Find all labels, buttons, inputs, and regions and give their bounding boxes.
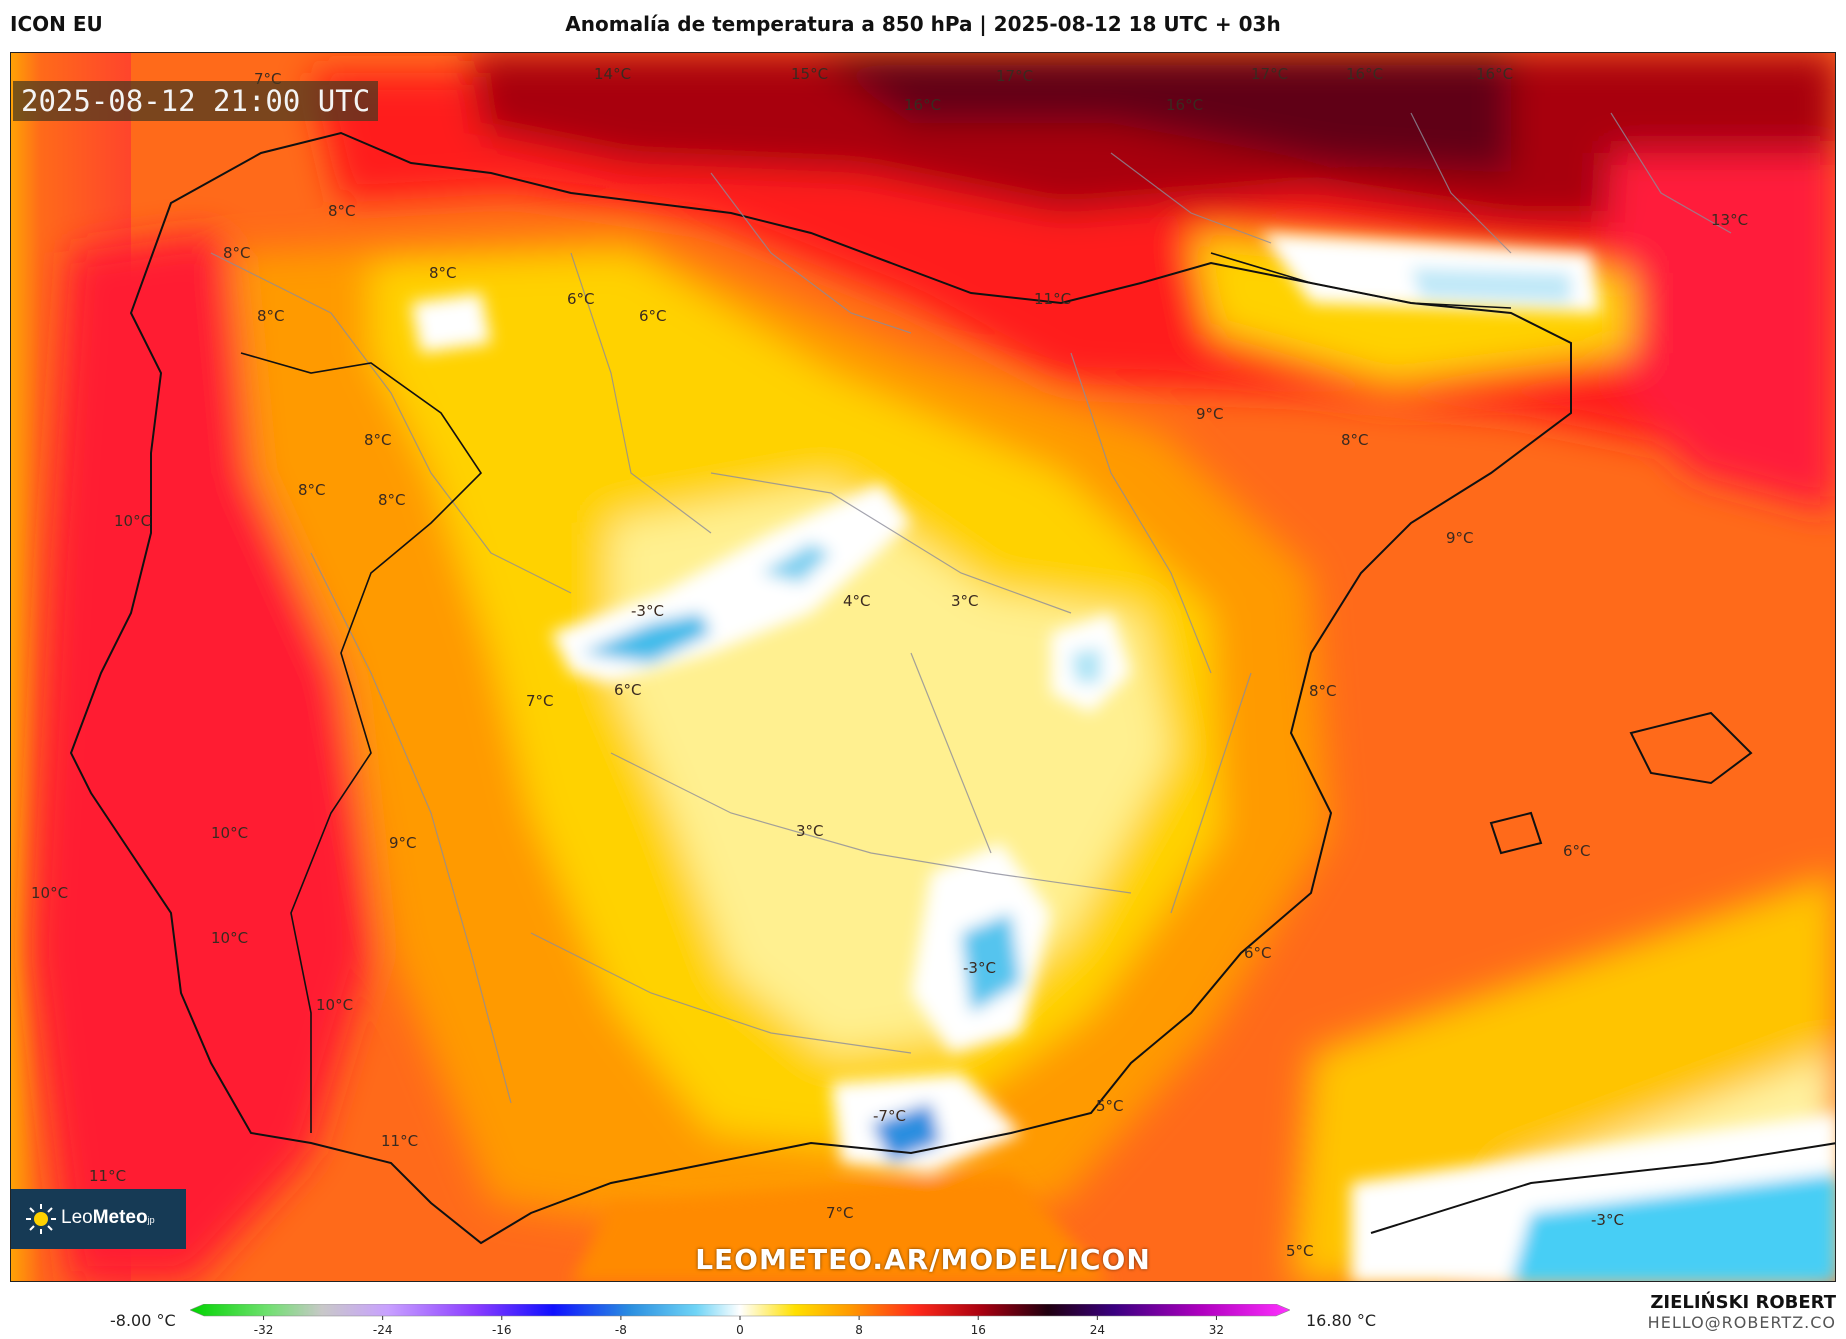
temp-label: 10°C <box>31 884 68 902</box>
temp-label: 5°C <box>1096 1097 1124 1115</box>
coastline <box>69 131 1835 1245</box>
temp-label: 11°C <box>1034 290 1071 308</box>
temp-label: 11°C <box>381 1132 418 1150</box>
temp-label: 6°C <box>567 290 595 308</box>
header: ICON EU Anomalía de temperatura a 850 hP… <box>0 0 1846 52</box>
model-name: ICON EU <box>10 12 103 36</box>
temp-label: 8°C <box>429 264 457 282</box>
temp-label: -3°C <box>631 602 664 620</box>
temp-label: 8°C <box>378 491 406 509</box>
logo-brand-light: Leo <box>61 1207 93 1228</box>
temp-label: 8°C <box>364 431 392 449</box>
temp-label: 8°C <box>1341 431 1369 449</box>
colorbar-tick-label: 8 <box>855 1323 863 1337</box>
temp-label: 5°C <box>1286 1242 1314 1260</box>
temp-label: -3°C <box>963 959 996 977</box>
colorbar-tick-label: -16 <box>492 1323 512 1337</box>
temp-label: 8°C <box>298 481 326 499</box>
temp-label: 11°C <box>89 1167 126 1185</box>
colorbar-tick-label: -24 <box>373 1323 393 1337</box>
color-legend: -8.00 °C -3 <box>0 1282 1846 1339</box>
author-email[interactable]: HELLO@ROBERTZ.CO <box>1647 1313 1836 1332</box>
temp-label: 3°C <box>796 822 824 840</box>
logo-brand-bold: Meteo <box>92 1207 148 1228</box>
temp-label: 17°C <box>1251 65 1288 83</box>
temp-label: 8°C <box>1309 682 1337 700</box>
logo-text: LeoMeteojp <box>61 1207 155 1229</box>
legend-min-value: -8.00 °C <box>110 1311 176 1330</box>
temp-label: 16°C <box>1166 96 1203 114</box>
temp-label: 9°C <box>1446 529 1474 547</box>
temp-label: 10°C <box>211 824 248 842</box>
temp-label: 6°C <box>1244 944 1272 962</box>
temp-label: 15°C <box>791 65 828 83</box>
temp-label: 16°C <box>1346 65 1383 83</box>
logo-suffix: jp <box>147 1215 155 1225</box>
author-credit: ZIELIŃSKI ROBERT HELLO@ROBERTZ.CO <box>1648 1292 1836 1332</box>
source-watermark: LEOMETEO.AR/MODEL/ICON <box>695 1243 1151 1276</box>
temp-label: 9°C <box>1196 405 1224 423</box>
temp-label: 16°C <box>1476 65 1513 83</box>
colorbar-tick-label: -32 <box>254 1323 274 1337</box>
country-border <box>240 252 1512 1133</box>
temp-label: 17°C <box>996 67 1033 85</box>
temp-label: 10°C <box>316 996 353 1014</box>
temperature-labels: 7°C 14°C 15°C 17°C 16°C 16°C 17°C 16°C 1… <box>31 65 1748 1260</box>
temp-label: 8°C <box>328 202 356 220</box>
map-panel[interactable]: 7°C 14°C 15°C 17°C 16°C 16°C 17°C 16°C 1… <box>10 52 1836 1282</box>
temp-label: 8°C <box>223 244 251 262</box>
valid-time-badge: 2025-08-12 21:00 UTC <box>13 81 379 121</box>
colorbar-tick-label: 16 <box>971 1323 986 1337</box>
author-name: ZIELIŃSKI ROBERT <box>1650 1292 1836 1313</box>
colorbar-gradient <box>190 1304 1290 1317</box>
legend-max-value: 16.80 °C <box>1306 1311 1377 1330</box>
temp-label: 7°C <box>826 1204 854 1222</box>
colorbar-tick-label: 24 <box>1090 1323 1105 1337</box>
temp-label: 9°C <box>389 834 417 852</box>
colorbar-tick-label: 32 <box>1209 1323 1224 1337</box>
temp-label: 10°C <box>114 512 151 530</box>
map-title: Anomalía de temperatura a 850 hPa | 2025… <box>565 12 1281 36</box>
admin-borders <box>210 112 1732 1104</box>
temp-label: 10°C <box>211 929 248 947</box>
colorbar: -32 -24 -16 -8 0 8 16 24 32 <box>190 1304 1290 1337</box>
temperature-anomaly-map: 7°C 14°C 15°C 17°C 16°C 16°C 17°C 16°C 1… <box>11 53 1835 1281</box>
temp-label: 6°C <box>639 307 667 325</box>
cold-spots <box>411 233 1835 1281</box>
temp-label: 6°C <box>1563 842 1591 860</box>
temp-label: 7°C <box>526 692 554 710</box>
temp-label: -3°C <box>1591 1211 1624 1229</box>
sun-icon <box>26 1204 56 1234</box>
temp-label: 8°C <box>257 307 285 325</box>
leometeo-logo[interactable]: LeoMeteojp <box>11 1189 186 1249</box>
temp-label: 16°C <box>904 96 941 114</box>
temp-label: 4°C <box>843 592 871 610</box>
temp-label: 14°C <box>594 65 631 83</box>
colorbar-ticks: -32 -24 -16 -8 0 8 16 24 32 <box>254 1316 1224 1337</box>
colorbar-tick-label: -8 <box>615 1323 627 1337</box>
temp-label: 6°C <box>614 681 642 699</box>
colorbar-tick-label: 0 <box>736 1323 744 1337</box>
temp-label: 3°C <box>951 592 979 610</box>
temp-label: 13°C <box>1711 211 1748 229</box>
temp-label: -7°C <box>873 1107 906 1125</box>
